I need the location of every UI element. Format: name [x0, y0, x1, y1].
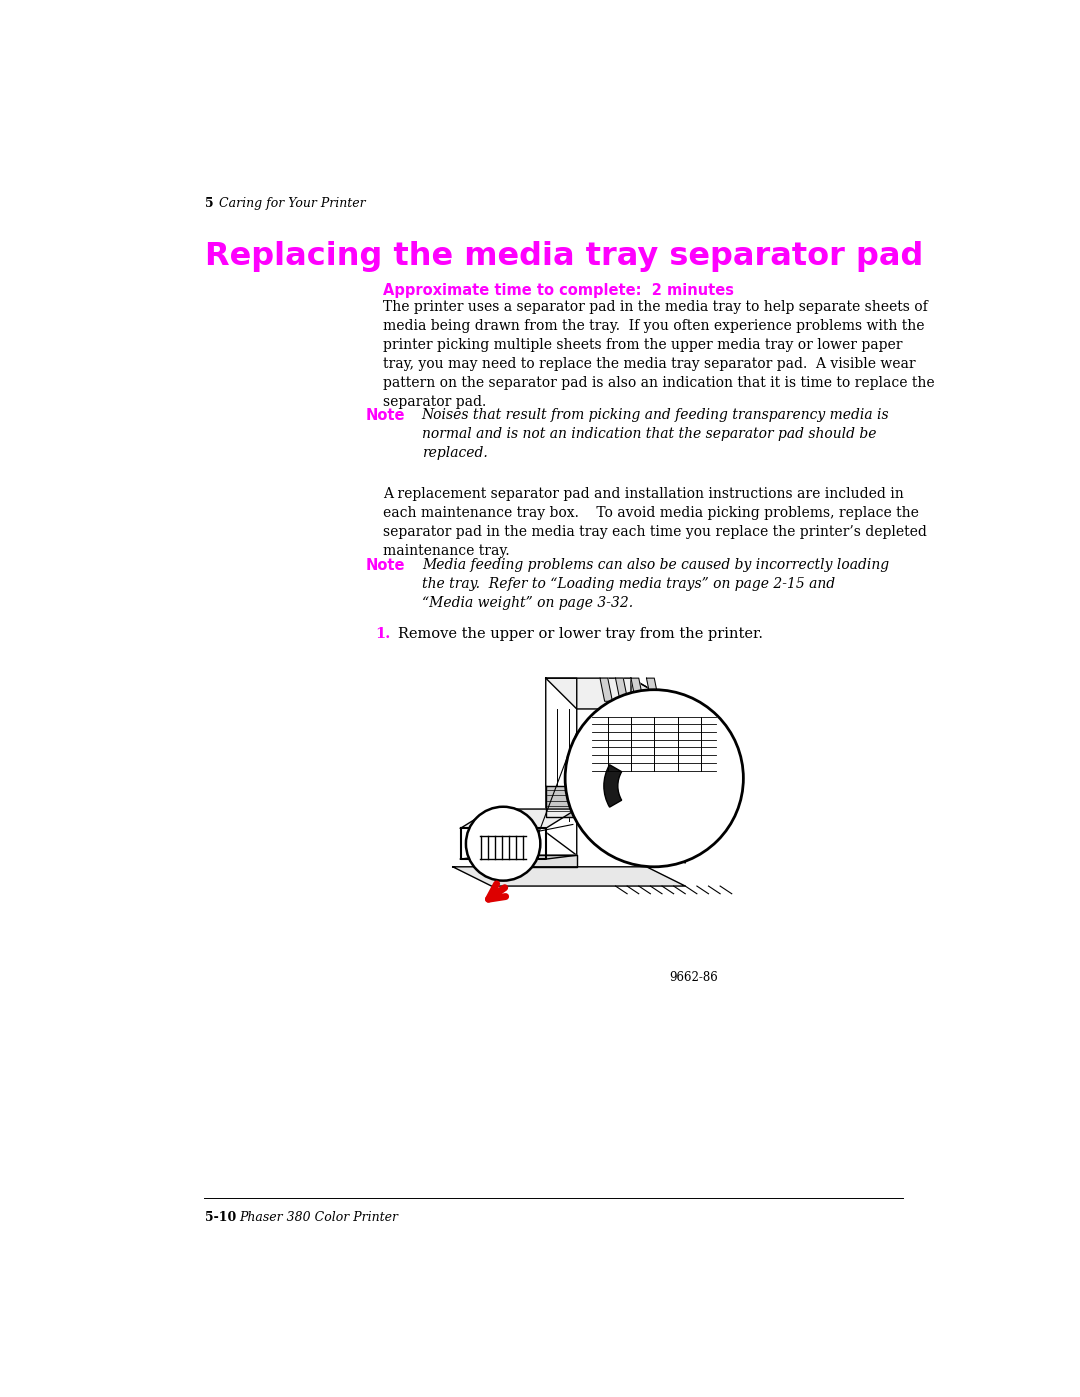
Text: 5-10: 5-10 [205, 1211, 237, 1224]
Text: Note: Note [366, 408, 405, 423]
Polygon shape [460, 809, 577, 828]
Text: The printer uses a separator pad in the media tray to help separate sheets of
me: The printer uses a separator pad in the … [383, 300, 934, 409]
Text: 9662-86: 9662-86 [670, 971, 718, 983]
Polygon shape [545, 678, 577, 855]
Polygon shape [491, 855, 577, 866]
Polygon shape [631, 678, 644, 701]
Text: Media feeding problems can also be caused by incorrectly loading
the tray.  Refe: Media feeding problems can also be cause… [422, 557, 889, 610]
Polygon shape [545, 787, 577, 817]
Text: A replacement separator pad and installation instructions are included in
each m: A replacement separator pad and installa… [383, 488, 927, 557]
Text: Note: Note [366, 557, 405, 573]
Text: 1.: 1. [375, 627, 391, 641]
Text: 5: 5 [205, 197, 214, 210]
Text: Remove the upper or lower tray from the printer.: Remove the upper or lower tray from the … [399, 627, 764, 641]
Polygon shape [460, 855, 577, 859]
Text: Replacing the media tray separator pad: Replacing the media tray separator pad [205, 240, 923, 272]
Polygon shape [631, 678, 685, 863]
Text: Phaser 380 Color Printer: Phaser 380 Color Printer [239, 1211, 397, 1224]
Text: Noises that result from picking and feeding transparency media is
normal and is : Noises that result from picking and feed… [422, 408, 889, 460]
Circle shape [465, 806, 540, 880]
Polygon shape [647, 678, 659, 701]
Wedge shape [604, 764, 622, 807]
Polygon shape [460, 828, 545, 859]
Text: Caring for Your Printer: Caring for Your Printer [218, 197, 365, 210]
Polygon shape [545, 678, 685, 708]
Text: Approximate time to complete:  2 minutes: Approximate time to complete: 2 minutes [383, 284, 734, 298]
Circle shape [565, 690, 743, 866]
Polygon shape [616, 678, 627, 701]
Polygon shape [600, 678, 612, 701]
Polygon shape [453, 866, 685, 886]
